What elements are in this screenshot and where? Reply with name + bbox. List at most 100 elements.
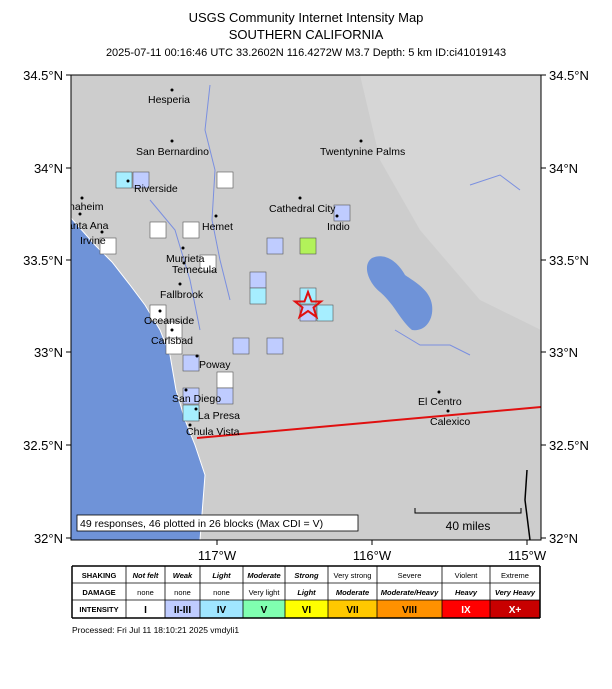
city-label: La Presa (198, 410, 240, 422)
city-label: Irvine (80, 235, 106, 247)
intensity-label: X+ (509, 605, 522, 616)
border (524, 469, 531, 540)
intensity-cell (243, 600, 285, 618)
intensity-cell (126, 600, 165, 618)
city-dot (194, 407, 198, 411)
city-label: Riverside (134, 183, 178, 195)
block (199, 254, 217, 272)
city-dot (80, 196, 84, 200)
shaking-label: Not felt (133, 571, 159, 580)
shaking-label: Moderate (247, 571, 280, 580)
city-label: Twentynine Palms (320, 146, 405, 158)
blocks (99, 171, 351, 422)
city-label: Chula Vista (186, 426, 240, 438)
city-dot (170, 328, 174, 332)
city-label: Carlsbad (151, 335, 193, 347)
scale-bar (414, 508, 522, 514)
lat-label: 34°N (549, 161, 578, 176)
intensity-label: VII (346, 605, 358, 616)
city-label: Fallbrook (160, 289, 204, 301)
city-label: Murrieta (166, 253, 205, 265)
lat-label: 32°N (549, 531, 578, 546)
city-label: Oceanside (144, 315, 194, 327)
damage-label: Very light (249, 588, 281, 597)
relief (360, 75, 541, 330)
damage-label: Moderate (336, 588, 369, 597)
damage-label: Light (297, 588, 316, 597)
city-dot (188, 423, 192, 427)
damage-label: Moderate/Heavy (381, 588, 439, 597)
block (99, 237, 117, 255)
block (216, 171, 234, 189)
shaking-label: Weak (173, 571, 193, 580)
city-dot (181, 246, 185, 250)
block (266, 337, 284, 355)
block (149, 221, 167, 239)
damage-label: none (213, 588, 230, 597)
lon-label: 117°W (198, 548, 237, 563)
city-label: Santa Ana (60, 220, 109, 232)
city-label: El Centro (418, 396, 462, 408)
city-dot (170, 88, 174, 92)
note: 49 responses, 46 plotted in 26 blocks (M… (80, 518, 323, 530)
intensity-cell (328, 600, 377, 618)
city-label: San Diego (172, 393, 221, 405)
city-dot (446, 409, 450, 413)
block (216, 387, 234, 405)
city-dot (78, 212, 82, 216)
city-dot (184, 388, 188, 392)
block (249, 287, 267, 305)
city-label: Poway (199, 359, 231, 371)
city-dot (214, 214, 218, 218)
city-label: San Bernardino (136, 146, 209, 158)
lat-label: 32°N (34, 531, 63, 546)
lon-label: 115°W (508, 548, 547, 563)
intensity-label: IX (461, 605, 471, 616)
city-dot (437, 390, 441, 394)
block (182, 387, 200, 405)
intensity-cell (200, 600, 243, 618)
footer: Processed: Fri Jul 11 18:10:21 2025 vmdy… (72, 625, 239, 635)
intensity-label: I (144, 605, 147, 616)
axes: 34.5°N 34.5°N 34°N 34°N 33.5°N 33.5°N 33°N 33°N… (23, 68, 589, 563)
city-label: Cathedral City (269, 203, 336, 215)
city-label: Temecula (172, 264, 217, 276)
lat-label: 33.5°N (23, 253, 63, 268)
epicenter (292, 289, 324, 320)
block (115, 171, 133, 189)
lon-label: 116°W (353, 548, 392, 563)
intensity-cell (285, 600, 328, 618)
shaking-label: Light (212, 571, 231, 580)
damage-label: Heavy (455, 588, 478, 597)
event-info: 2025-07-11 00:16:46 UTC 33.2602N 116.427… (106, 47, 506, 59)
city-label: Hesperia (148, 94, 190, 106)
cities: Hesperia San Bernardino Twentynine Palms Ri… (60, 88, 470, 438)
city-label: Calexico (430, 416, 470, 428)
lat-label: 33°N (549, 345, 578, 360)
block (316, 304, 334, 322)
salton-sea (366, 256, 433, 331)
river (394, 329, 471, 356)
block (182, 354, 200, 372)
fault-line (196, 406, 541, 439)
block (182, 404, 200, 422)
city-dot (298, 196, 302, 200)
block (249, 271, 267, 289)
block (299, 237, 317, 255)
lat-label: 33°N (34, 345, 63, 360)
intensity-cell (490, 600, 540, 618)
shaking-label: Violent (455, 571, 479, 580)
city-dot (178, 282, 182, 286)
lat-label: 33.5°N (549, 253, 589, 268)
intensity-cell (377, 600, 442, 618)
city-dot (126, 179, 130, 183)
row-header: SHAKING (82, 571, 117, 580)
block (333, 204, 351, 222)
legend: SHAKING Not felt Weak Light Moderate Strong Ve… (71, 565, 541, 619)
shaking-label: Strong (294, 571, 319, 580)
city-dot (182, 261, 186, 265)
river (469, 174, 521, 191)
map: Hesperia San Bernardino Twentynine Palms Ri… (60, 75, 541, 540)
scale-label: 40 miles (446, 519, 491, 533)
